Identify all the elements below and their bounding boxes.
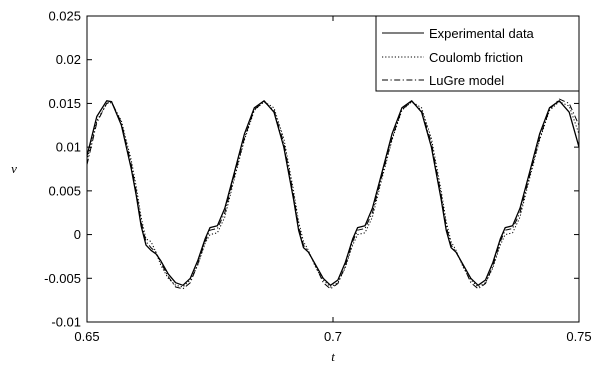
- x-axis-label: t: [331, 349, 335, 364]
- y-tick-label: 0.01: [56, 140, 81, 155]
- series-layer: [86, 98, 580, 290]
- legend-label-coulomb: Coulomb friction: [429, 50, 523, 65]
- legend-label-lugre: LuGre model: [429, 73, 504, 88]
- series-line-lugre-model: [86, 98, 580, 290]
- y-tick-label: 0.02: [56, 52, 81, 67]
- x-tick-label: 0.75: [566, 329, 591, 344]
- y-tick-label: 0: [74, 227, 81, 242]
- legend: Experimental data Coulomb friction LuGre…: [375, 15, 580, 92]
- y-tick-label: -0.01: [51, 315, 81, 330]
- y-tick-label: 0.025: [48, 9, 81, 24]
- y-tick-label: -0.005: [44, 271, 81, 286]
- series-line-experimental-data: [86, 100, 580, 286]
- ticks-layer: -0.01 -0.005 0 0.005 0.01 0.015 0.02 0.025 0.65 0…: [44, 9, 592, 345]
- legend-box: [375, 15, 580, 92]
- x-tick-label: 0.65: [74, 329, 99, 344]
- legend-label-experimental: Experimental data: [429, 26, 535, 41]
- y-tick-label: 0.005: [48, 183, 81, 198]
- x-tick-label: 0.7: [324, 329, 342, 344]
- y-tick-label: 0.015: [48, 96, 81, 111]
- y-axis-label: v: [11, 161, 17, 176]
